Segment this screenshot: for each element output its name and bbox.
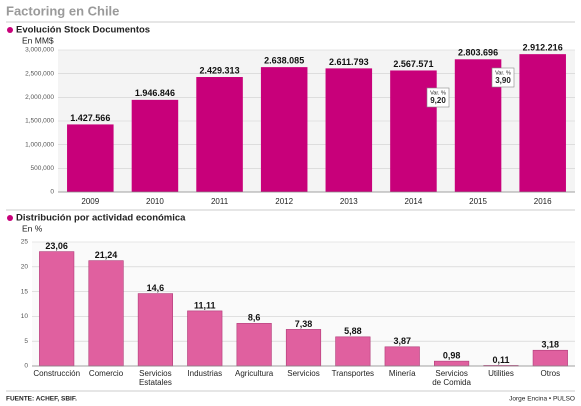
x-tick-label: Utilities xyxy=(488,369,514,378)
bar xyxy=(67,124,114,192)
x-tick-label: 2011 xyxy=(211,197,229,206)
value-label: 8,6 xyxy=(248,313,261,323)
value-label: 2.912.216 xyxy=(523,43,563,53)
y-tick-label: 3,000,000 xyxy=(25,47,54,54)
value-label: 2.803.696 xyxy=(458,48,498,58)
y-tick-label: 0 xyxy=(24,363,28,370)
x-tick-label: 2013 xyxy=(340,197,358,206)
value-label: 2.611.793 xyxy=(329,57,369,67)
bar xyxy=(131,99,179,192)
value-label: 3,18 xyxy=(542,340,560,350)
y-tick-label: 2,000,000 xyxy=(25,94,54,101)
value-label: 14,6 xyxy=(147,283,165,293)
bar xyxy=(88,260,124,367)
value-label: 23,06 xyxy=(45,241,68,251)
y-tick-label: 15 xyxy=(21,288,29,295)
x-tick-label: 2015 xyxy=(469,197,487,206)
annotation-box xyxy=(491,67,515,88)
annotation-label: Var. % xyxy=(430,90,446,96)
bullet xyxy=(7,27,13,33)
bar xyxy=(196,77,243,192)
value-label: 1.427.566 xyxy=(70,113,110,123)
page-title: Factoring en Chile xyxy=(6,3,119,18)
bar xyxy=(384,346,420,367)
bullet xyxy=(7,215,13,221)
x-tick-label: Servicios Estatales xyxy=(139,369,172,387)
value-label: 2.429.313 xyxy=(200,65,240,75)
value-label: 0,11 xyxy=(492,355,509,365)
y-tick-label: 0 xyxy=(50,189,54,196)
source: FUENTE: ACHEF, SBIF. xyxy=(6,396,77,403)
bar xyxy=(137,293,173,367)
bar xyxy=(325,68,373,192)
x-tick-label: Otros xyxy=(541,369,561,378)
x-tick-label: Servicios xyxy=(287,369,319,378)
x-tick-label: Construcción xyxy=(33,369,80,378)
value-label: 5,88 xyxy=(344,326,362,336)
annotation-value: 9,20 xyxy=(430,96,446,105)
bar xyxy=(519,54,566,193)
x-tick-label: Minería xyxy=(389,369,416,378)
value-label: 21,24 xyxy=(95,250,118,260)
bar xyxy=(260,67,308,192)
y-tick-label: 10 xyxy=(21,313,29,320)
x-tick-label: 2010 xyxy=(146,197,164,206)
value-label: 2.567.571 xyxy=(393,59,433,69)
credit: Jorge Encina • PULSO xyxy=(509,396,575,403)
bar xyxy=(335,336,371,367)
x-tick-label: Industrias xyxy=(187,369,222,378)
value-label: 2.638.085 xyxy=(264,56,304,66)
y-tick-label: 25 xyxy=(21,239,29,246)
annotation-value: 3,90 xyxy=(495,76,511,85)
bar xyxy=(285,329,322,367)
bar xyxy=(39,251,75,367)
chart-subtitle: En MM$ xyxy=(22,35,54,45)
x-tick-label: 2014 xyxy=(405,197,423,206)
y-tick-label: 5 xyxy=(24,338,28,345)
value-label: 7,38 xyxy=(295,319,313,329)
y-tick-label: 1,000,000 xyxy=(25,141,54,148)
y-tick-label: 20 xyxy=(21,264,29,271)
value-label: 0,98 xyxy=(443,351,461,361)
chart-title: Evolución Stock Documentos xyxy=(16,25,150,36)
y-tick-label: 2,500,000 xyxy=(25,70,54,77)
x-tick-label: Agricultura xyxy=(235,369,274,378)
bar xyxy=(236,323,272,367)
x-tick-label: Transportes xyxy=(332,369,374,378)
annotation-label: Var. % xyxy=(495,70,511,76)
x-tick-label: 2009 xyxy=(81,197,99,206)
chart-title: Distribución por actividad económica xyxy=(16,213,186,224)
x-tick-label: 2016 xyxy=(534,197,552,206)
x-tick-label: Comercio xyxy=(89,369,124,378)
y-tick-label: 500,000 xyxy=(31,165,55,172)
x-tick-label: Servicios de Comida xyxy=(432,369,471,387)
annotation-box xyxy=(426,87,450,108)
bar xyxy=(434,360,470,367)
x-tick-label: 2012 xyxy=(275,197,293,206)
bar xyxy=(532,349,568,367)
bar xyxy=(187,310,223,367)
value-label: 3,87 xyxy=(393,336,411,346)
value-label: 1.946.846 xyxy=(135,88,175,98)
chart-subtitle: En % xyxy=(22,223,43,233)
value-label: 11,11 xyxy=(194,300,216,310)
y-tick-label: 1,500,000 xyxy=(25,118,54,125)
